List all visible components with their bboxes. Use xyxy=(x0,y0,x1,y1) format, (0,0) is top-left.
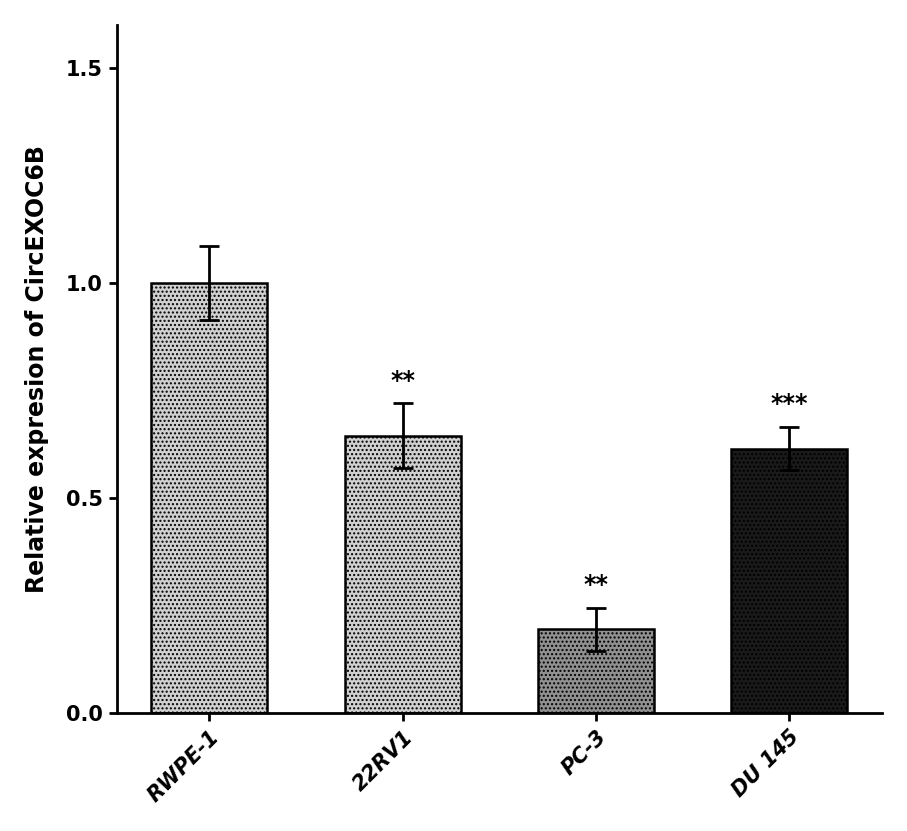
Text: **: ** xyxy=(390,369,415,393)
Y-axis label: Relative expresion of CircEXOC6B: Relative expresion of CircEXOC6B xyxy=(25,145,49,593)
Bar xyxy=(151,283,268,713)
Text: **: ** xyxy=(583,573,609,597)
Bar xyxy=(731,449,847,713)
Bar xyxy=(538,629,654,713)
Bar xyxy=(345,435,461,713)
Text: ***: *** xyxy=(770,392,808,416)
